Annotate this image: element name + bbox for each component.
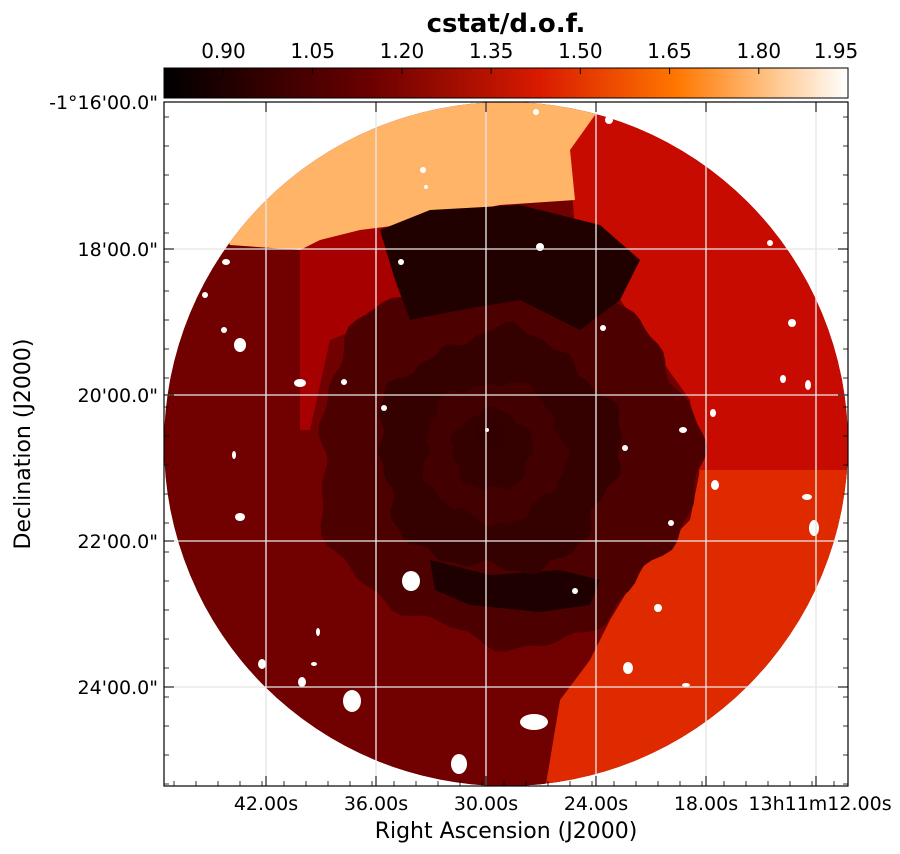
y-tick-label: -1°16'00.0" [49, 92, 158, 114]
masked-source [533, 109, 539, 115]
colorbar-tick-label: 1.50 [558, 39, 603, 63]
masked-source [451, 754, 467, 774]
masked-source [520, 714, 548, 730]
x-tick-label: 24.00s [564, 793, 628, 815]
colorbar: 0.90 1.05 1.20 1.35 1.50 1.65 1.80 1.95 [163, 39, 858, 99]
masked-source [402, 571, 420, 591]
masked-source [682, 683, 690, 687]
masked-source [341, 379, 347, 385]
colorbar-tick-label: 1.80 [737, 39, 782, 63]
x-axis-label: Right Ascension (J2000) [375, 819, 638, 844]
masked-source [343, 690, 361, 712]
masked-source [234, 338, 246, 352]
y-tick-label: 22'00.0" [78, 531, 158, 553]
colorbar-tick-label: 1.05 [290, 39, 335, 63]
x-tick-label: 30.00s [454, 793, 518, 815]
masked-source [235, 513, 245, 521]
masked-source [572, 588, 578, 594]
y-tick-label: 18'00.0" [78, 239, 158, 261]
masked-source [398, 259, 404, 265]
masked-source [311, 662, 317, 666]
colorbar-tick-label: 1.35 [469, 39, 514, 63]
masked-source [711, 480, 719, 490]
masked-source [805, 380, 811, 390]
masked-sources [202, 109, 819, 774]
colorbar-tick-label: 1.95 [814, 39, 859, 63]
y-axis-ticks: -1°16'00.0" 18'00.0" 20'00.0" 22'00.0" 24'00… [49, 92, 848, 785]
colorbar-gradient [163, 67, 849, 99]
masked-source [605, 116, 613, 124]
colorbar-ticks: 0.90 1.05 1.20 1.35 1.50 1.65 1.80 1.95 [201, 39, 858, 74]
y-axis-label: Declination (J2000) [11, 339, 36, 550]
masked-source [600, 325, 606, 331]
map-image [164, 102, 848, 786]
masked-source [668, 520, 674, 526]
masked-source [316, 628, 320, 636]
masked-source [221, 327, 227, 333]
masked-source [802, 494, 812, 500]
x-tick-label: 36.00s [344, 793, 408, 815]
masked-source [710, 409, 716, 417]
masked-source [202, 292, 208, 298]
masked-source [294, 379, 306, 387]
masked-source [654, 604, 662, 612]
masked-source [623, 662, 633, 674]
x-tick-label: 18.00s [674, 793, 738, 815]
masked-source [622, 445, 628, 451]
colorbar-tick-label: 1.20 [380, 39, 425, 63]
x-axis-ticks: 42.00s 36.00s 30.00s 24.00s 18.00s 13h11m12.0… [173, 102, 892, 815]
masked-source [679, 427, 687, 433]
masked-source [424, 185, 428, 189]
region-south-dark-band [430, 560, 600, 612]
masked-source [258, 659, 266, 669]
masked-source [232, 451, 236, 459]
y-tick-label: 24'00.0" [78, 677, 158, 699]
coordinate-grid [164, 102, 848, 786]
x-tick-label: 13h11m12.00s [748, 793, 891, 815]
masked-source [780, 375, 786, 383]
masked-source [381, 405, 387, 411]
masked-source [222, 259, 230, 265]
masked-source [788, 319, 796, 327]
colorbar-tick-label: 1.65 [647, 39, 692, 63]
masked-source [298, 677, 306, 687]
region-north-dark-band [380, 205, 640, 330]
x-tick-label: 42.00s [234, 793, 298, 815]
colorbar-title: cstat/d.o.f. [427, 9, 586, 39]
colorbar-tick-label: 0.90 [201, 39, 246, 63]
masked-source [767, 240, 773, 246]
y-tick-label: 20'00.0" [78, 385, 158, 407]
masked-source [809, 520, 819, 536]
region-center [474, 415, 508, 451]
plot-frame [163, 101, 849, 787]
masked-source [420, 167, 426, 173]
